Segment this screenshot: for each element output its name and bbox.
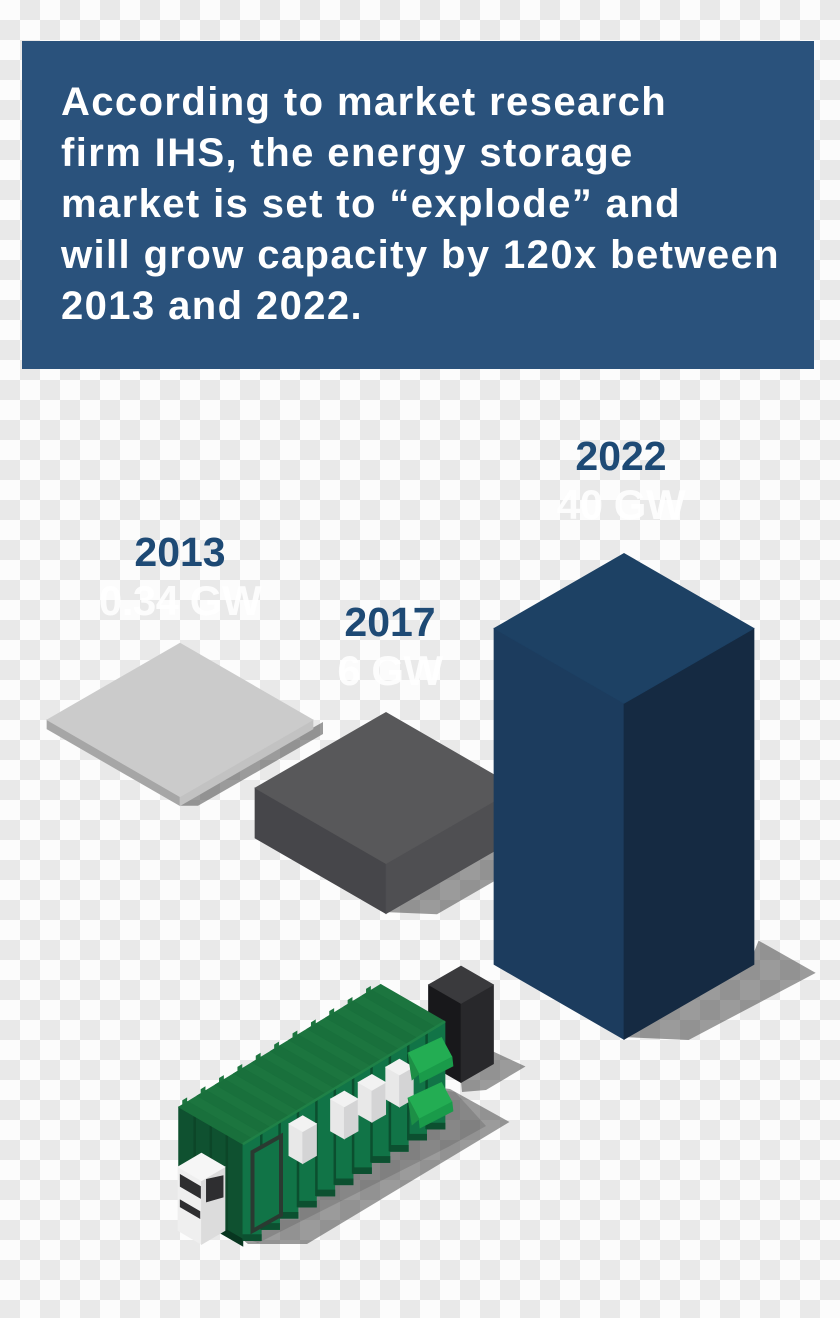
svg-text:0.34 GW: 0.34 GW: [99, 577, 262, 624]
svg-text:will grow capacity by 120x bet: will grow capacity by 120x between: [60, 233, 780, 277]
svg-text:2013: 2013: [134, 529, 225, 575]
svg-text:40 GW: 40 GW: [557, 481, 686, 528]
svg-text:2013 and 2022.: 2013 and 2022.: [61, 284, 363, 328]
svg-text:firm IHS, the energy storage: firm IHS, the energy storage: [61, 131, 634, 175]
svg-text:2022: 2022: [575, 433, 666, 479]
svg-text:2017: 2017: [344, 599, 435, 645]
svg-text:6 GW: 6 GW: [337, 647, 443, 694]
svg-text:According to market research: According to market research: [61, 80, 667, 124]
svg-text:market is set to “explode” and: market is set to “explode” and: [61, 182, 681, 226]
